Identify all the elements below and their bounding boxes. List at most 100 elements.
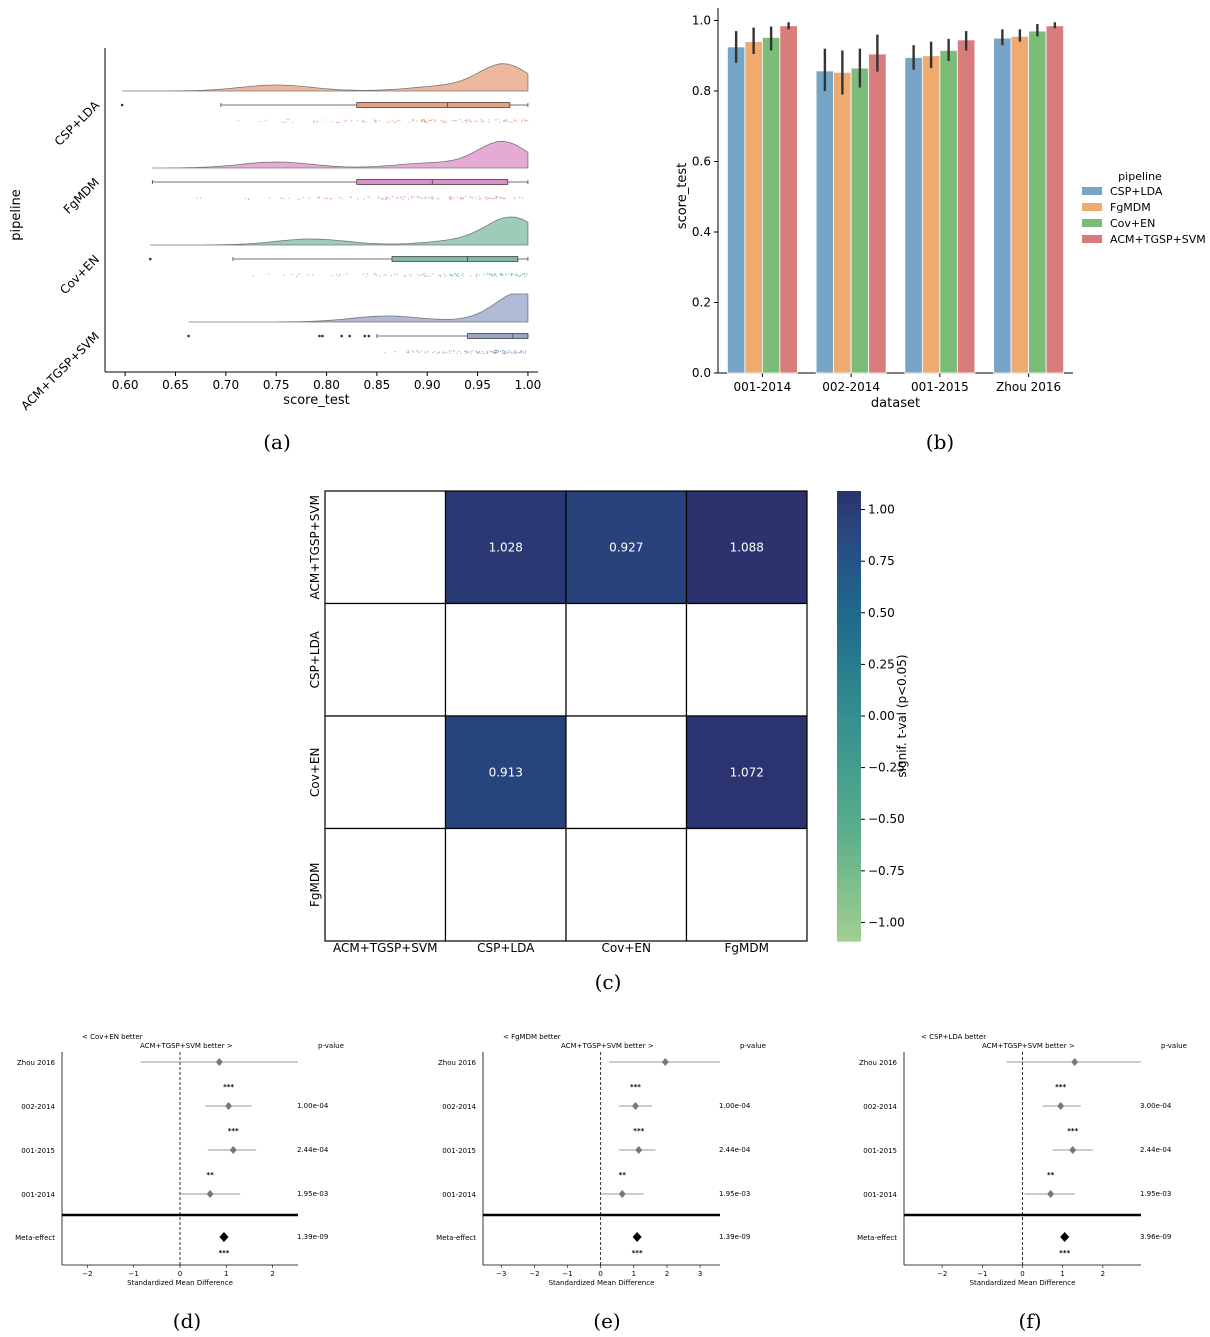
colorbar-segment [837, 876, 861, 882]
rain-point [495, 197, 497, 199]
rain-point [489, 273, 491, 275]
x-tick-label: 0.75 [263, 378, 290, 392]
x-tick-label: 0.65 [162, 378, 189, 392]
col-label: FgMDM [725, 941, 769, 955]
rain-point [283, 274, 285, 276]
box-ACM+TGSP+SVM [467, 333, 529, 339]
effect-marker [631, 1102, 639, 1110]
significance-stars: *** [1059, 1249, 1070, 1257]
colorbar-segment [837, 826, 861, 832]
rain-point [337, 121, 340, 124]
rain-point [363, 198, 365, 200]
colorbar-segment [837, 911, 861, 917]
colorbar-segment [837, 906, 861, 912]
rain-point [511, 352, 513, 354]
meta-label: Meta-effect [436, 1234, 476, 1242]
panel-label-d: (d) [173, 1309, 201, 1333]
rain-point [344, 120, 346, 122]
rain-point [384, 352, 386, 354]
heatmap-cell [324, 715, 447, 830]
significance-stars: *** [632, 1249, 643, 1257]
rain-point [438, 274, 440, 276]
rain-point [484, 352, 486, 354]
rain-point [488, 121, 490, 123]
x-axis-title: dataset [871, 396, 920, 411]
dataset-label: 002-2014 [21, 1103, 55, 1111]
rain-point [482, 352, 484, 354]
colorbar-segment [837, 631, 861, 637]
rain-point [470, 197, 472, 199]
rain-point [506, 120, 508, 122]
rain-point [493, 350, 495, 352]
right-better-label: ACM+TGSP+SVM better > [982, 1042, 1075, 1050]
rain-point [423, 273, 425, 275]
rain-point [378, 196, 380, 199]
rain-point [513, 350, 515, 352]
significance-stars: ** [1047, 1171, 1055, 1179]
bar-FgMDM [1010, 35, 1030, 374]
rain-point [500, 197, 502, 199]
x-tick-label: 001-2014 [733, 380, 791, 394]
rain-point [494, 119, 497, 121]
colorbar-segment [837, 656, 861, 662]
y-tick-label: CSP+LDA [52, 98, 103, 149]
rain-point [444, 121, 446, 123]
rain-point [504, 352, 507, 354]
x-tick-label: −2 [529, 1270, 539, 1278]
row-label: FgMDM [308, 863, 322, 907]
colorbar-segment [837, 886, 861, 892]
legend-swatch [1082, 187, 1102, 195]
rain-point [401, 196, 403, 198]
rain-point [448, 198, 450, 200]
y-tick-label: FgMDM [61, 175, 102, 216]
rain-point [428, 119, 430, 121]
colorbar-segment [837, 671, 861, 677]
colorbar-segment [837, 496, 861, 502]
rain-point [411, 350, 414, 352]
heatmap-cell [685, 715, 808, 830]
rain-point [265, 119, 267, 121]
rain-point [509, 121, 511, 123]
rain-point [403, 196, 405, 198]
rain-point [442, 351, 444, 353]
colorbar-segment [837, 926, 861, 932]
rain-point [475, 273, 478, 275]
y-tick-label: 0.2 [692, 296, 711, 310]
rain-point [313, 120, 315, 122]
col-label: CSP+LDA [477, 941, 535, 955]
rain-point [456, 196, 459, 198]
colorbar-tick-label: −0.75 [868, 864, 905, 878]
rain-point [402, 198, 404, 200]
dataset-label: 001-2015 [21, 1147, 55, 1155]
rain-point [349, 196, 351, 198]
rain-point [464, 195, 467, 198]
colorbar-segment [837, 766, 861, 772]
rain-point [338, 275, 340, 277]
kde-ACM+TGSP+SVM [188, 293, 529, 323]
rain-point [313, 121, 315, 123]
colorbar-segment [837, 786, 861, 792]
significance-stars: *** [633, 1127, 644, 1135]
legend-swatch [1082, 203, 1102, 211]
rain-point [486, 198, 488, 200]
rain-point [521, 197, 523, 199]
rain-point [463, 275, 465, 277]
colorbar-tick-label: 0.50 [868, 606, 895, 620]
rain-point [336, 121, 338, 123]
kde-CSP+LDA [122, 63, 529, 92]
rain-point [424, 196, 426, 198]
rain-point [505, 351, 507, 353]
rain-point [495, 275, 497, 277]
box-Cov+EN [391, 256, 519, 262]
x-axis-title: score_test [283, 393, 349, 408]
rain-point [502, 352, 504, 354]
colorbar-segment [837, 606, 861, 612]
colorbar-title: signif. t-val (p<0.05) [895, 654, 909, 777]
colorbar-segment [837, 616, 861, 622]
rain-point [489, 197, 491, 199]
rain-point [514, 352, 516, 354]
rain-point [423, 120, 425, 122]
x-tick-label: 2 [1101, 1270, 1105, 1278]
pvalue-text: 3.96e-09 [1140, 1233, 1171, 1241]
dataset-label: 002-2014 [863, 1103, 897, 1111]
